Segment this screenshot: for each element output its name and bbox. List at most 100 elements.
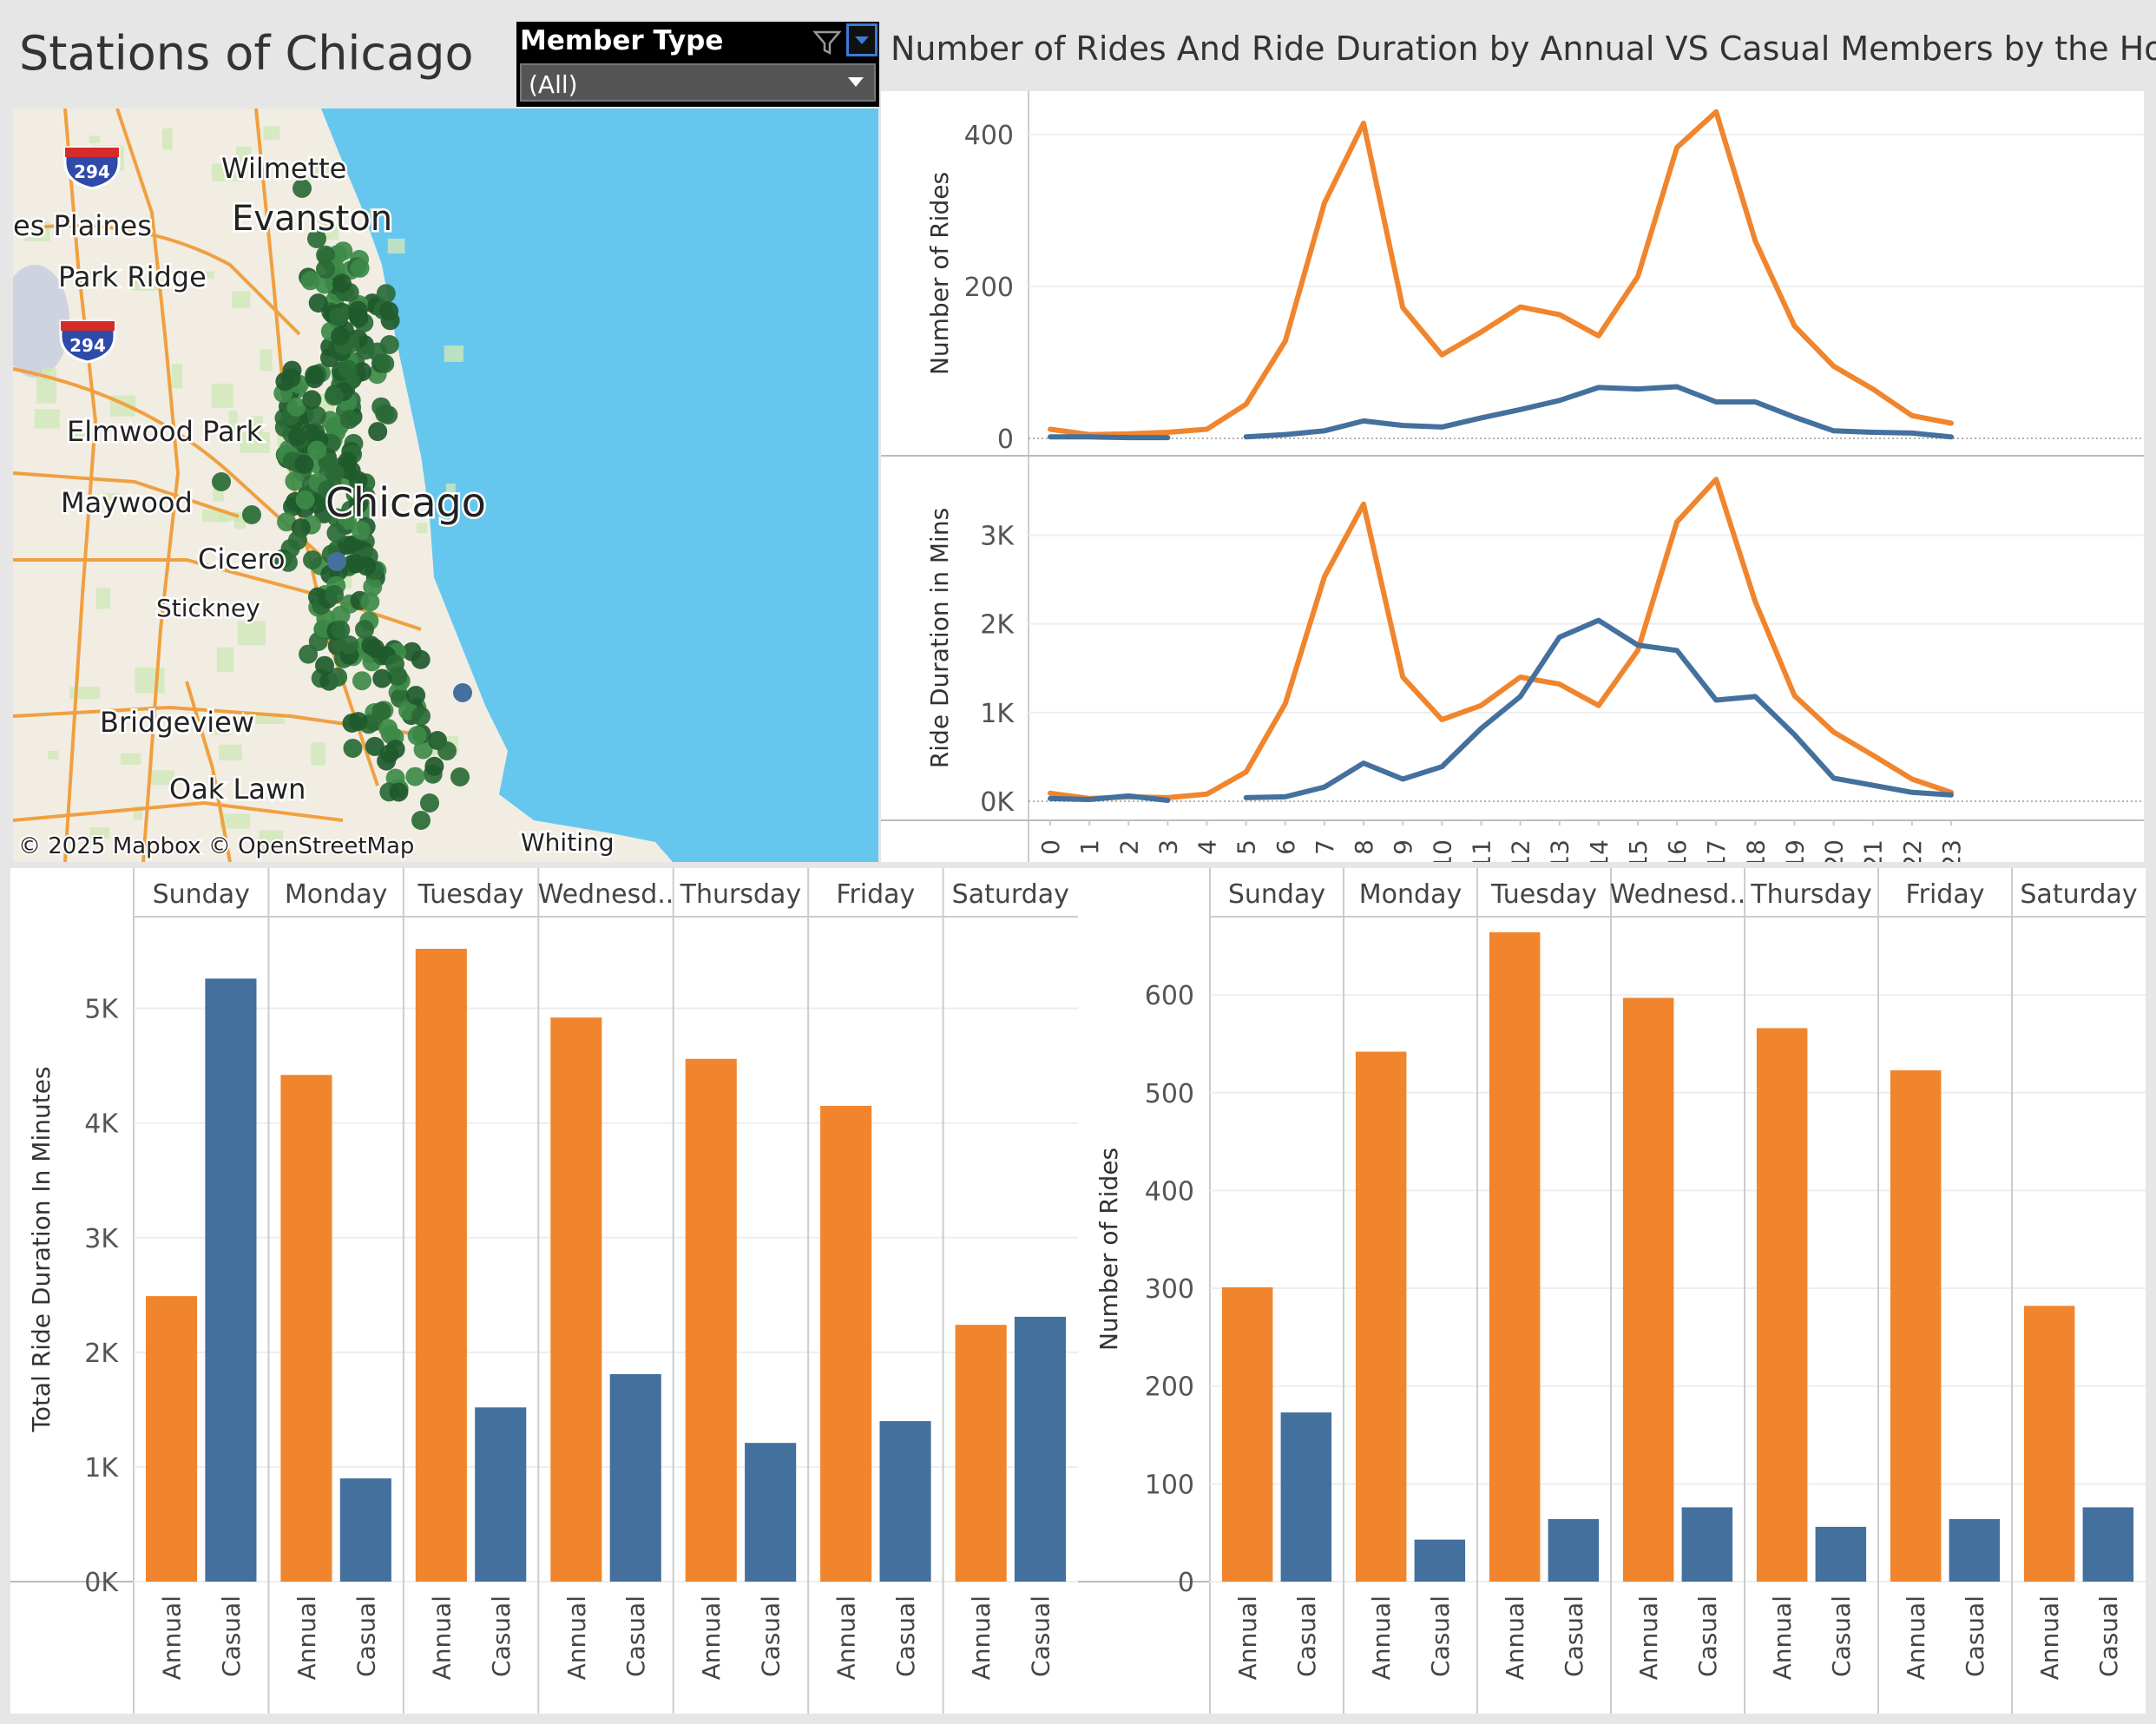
bar-annual[interactable] — [280, 1075, 332, 1582]
station-point[interactable] — [329, 307, 348, 326]
bar-casual[interactable] — [1280, 1412, 1332, 1582]
filter-menu-button[interactable] — [846, 23, 878, 56]
bar-casual[interactable] — [2082, 1507, 2134, 1582]
bar-casual[interactable] — [1014, 1316, 1066, 1582]
station-point[interactable] — [389, 782, 409, 802]
station-point[interactable] — [377, 751, 397, 771]
station-point[interactable] — [242, 505, 261, 524]
station-point-casual[interactable] — [453, 683, 472, 702]
station-point[interactable] — [379, 335, 399, 354]
station-point[interactable] — [295, 490, 315, 510]
station-point[interactable] — [407, 726, 427, 746]
bar-casual[interactable] — [1815, 1526, 1867, 1582]
station-point[interactable] — [324, 386, 344, 406]
station-point[interactable] — [350, 258, 370, 278]
station-point[interactable] — [351, 521, 371, 540]
station-point[interactable] — [379, 301, 399, 321]
bar-annual[interactable] — [1622, 997, 1674, 1583]
station-point[interactable] — [325, 585, 344, 604]
station-point[interactable] — [316, 260, 335, 279]
station-point[interactable] — [411, 707, 431, 726]
station-point-casual[interactable] — [327, 552, 346, 571]
bar-annual[interactable] — [415, 949, 467, 1582]
station-point[interactable] — [328, 668, 348, 687]
station-point[interactable] — [285, 471, 305, 491]
bar-annual[interactable] — [550, 1017, 602, 1582]
station-point[interactable] — [376, 284, 396, 304]
station-point[interactable] — [316, 245, 336, 265]
bar-annual[interactable] — [820, 1105, 872, 1582]
bar-annual[interactable] — [1489, 932, 1541, 1582]
station-point[interactable] — [315, 655, 334, 675]
station-point[interactable] — [332, 273, 352, 293]
bar-casual[interactable] — [609, 1374, 661, 1582]
station-points[interactable] — [212, 179, 472, 830]
series-line-annual[interactable] — [1048, 109, 1954, 438]
station-point[interactable] — [307, 229, 326, 248]
station-point[interactable] — [368, 422, 388, 442]
station-point[interactable] — [437, 741, 457, 760]
bar-casual[interactable] — [1414, 1539, 1466, 1582]
bar-casual[interactable] — [205, 978, 257, 1582]
station-point[interactable] — [343, 739, 363, 758]
station-point[interactable] — [308, 293, 328, 313]
bar-annual[interactable] — [146, 1296, 198, 1582]
station-point[interactable] — [385, 655, 404, 674]
station-point[interactable] — [331, 605, 351, 625]
bar-annual[interactable] — [1756, 1028, 1808, 1582]
bar-annual[interactable] — [2023, 1306, 2075, 1582]
station-point[interactable] — [420, 793, 439, 813]
station-point[interactable] — [325, 463, 345, 483]
bar-casual[interactable] — [339, 1478, 391, 1582]
station-point[interactable] — [279, 552, 298, 572]
station-point[interactable] — [406, 686, 426, 705]
station-point[interactable] — [405, 767, 425, 786]
funnel-icon[interactable] — [810, 27, 845, 58]
bar-casual[interactable] — [1949, 1518, 2001, 1582]
station-point[interactable] — [303, 550, 322, 569]
station-point[interactable] — [307, 440, 327, 460]
station-point[interactable] — [338, 451, 358, 471]
series-line-casual[interactable] — [1243, 617, 1954, 800]
station-point[interactable] — [411, 811, 431, 830]
map-canvas[interactable]: 294 294 Wilmette Evanston es Plaines Par… — [13, 109, 878, 862]
station-point[interactable] — [275, 372, 295, 392]
station-point[interactable] — [360, 592, 380, 612]
duration-bar-chart[interactable]: 0K 1K 2K 3K 4K 5K Total Ride Duration In Minut… — [10, 868, 1078, 1714]
station-point[interactable] — [331, 620, 351, 640]
station-point[interactable] — [339, 635, 359, 655]
station-point[interactable] — [338, 359, 358, 379]
station-point[interactable] — [411, 649, 431, 669]
station-point[interactable] — [277, 512, 297, 532]
station-point[interactable] — [363, 577, 383, 596]
station-point[interactable] — [288, 427, 307, 447]
station-point[interactable] — [349, 308, 369, 328]
bar-annual[interactable] — [1890, 1069, 1942, 1582]
member-type-filter[interactable]: Member Type (All) — [516, 22, 879, 107]
station-point[interactable] — [348, 470, 368, 490]
station-point[interactable] — [348, 712, 368, 732]
station-point[interactable] — [307, 405, 326, 425]
station-point[interactable] — [378, 405, 398, 424]
station-point[interactable] — [450, 767, 470, 786]
station-point[interactable] — [355, 620, 374, 639]
station-point[interactable] — [299, 644, 319, 664]
station-point[interactable] — [287, 530, 307, 550]
station-point[interactable] — [338, 510, 358, 530]
rides-bar-chart[interactable]: 0 100 200 300 400 500 600 Number of Rides Sunday… — [1078, 868, 2146, 1714]
stations-map[interactable]: 294 294 Wilmette Evanston es Plaines Par… — [13, 109, 878, 862]
bar-annual[interactable] — [685, 1058, 737, 1582]
station-point[interactable] — [339, 410, 359, 430]
station-point[interactable] — [300, 271, 320, 291]
member-type-select[interactable]: (All) — [520, 63, 876, 102]
station-point[interactable] — [294, 454, 314, 474]
station-point[interactable] — [365, 736, 385, 756]
bar-annual[interactable] — [1221, 1286, 1273, 1582]
series-line-casual[interactable] — [1243, 384, 1954, 440]
bar-casual[interactable] — [879, 1421, 931, 1582]
station-point[interactable] — [372, 668, 392, 688]
station-point[interactable] — [302, 390, 322, 410]
station-point[interactable] — [352, 671, 371, 691]
station-point[interactable] — [326, 523, 346, 543]
